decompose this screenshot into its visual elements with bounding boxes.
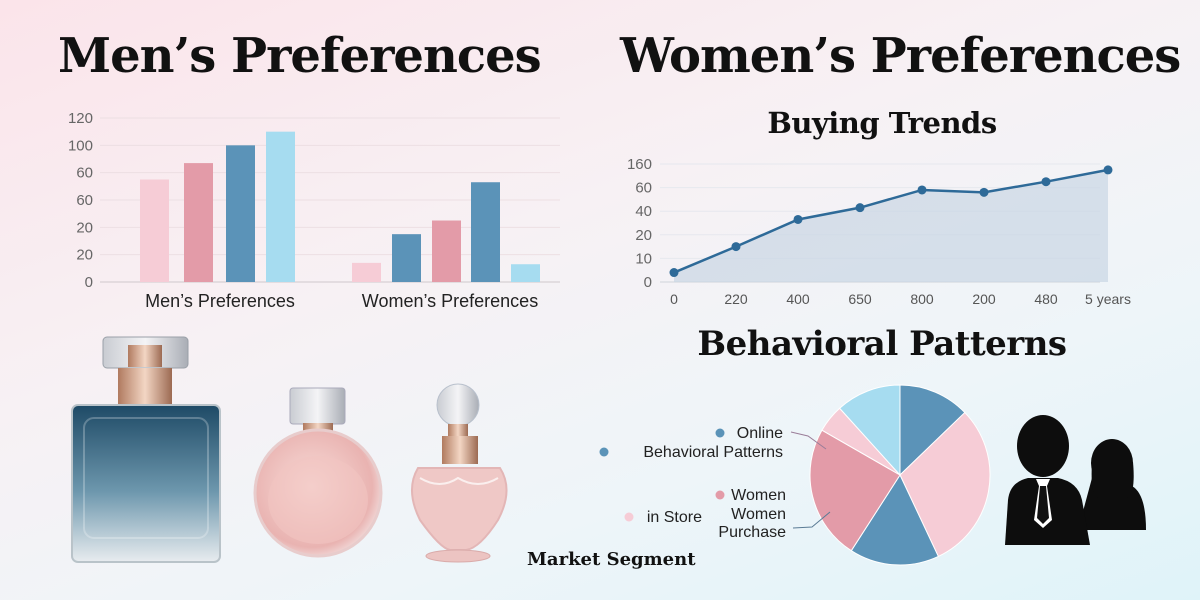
y-tick-label: 10: [635, 250, 652, 267]
legend-marker: [715, 428, 725, 438]
behavioral-patterns-title: Behavioral Patterns: [697, 324, 1067, 364]
bar: [226, 145, 255, 282]
data-point: [1041, 177, 1051, 187]
legend-marker: [599, 447, 609, 457]
bar: [392, 234, 421, 282]
y-tick-label: 60: [76, 165, 93, 182]
women-preferences-title: Women’s Preferences: [620, 28, 1181, 84]
x-tick-label: 650: [848, 291, 872, 307]
y-tick-label: 160: [627, 156, 652, 173]
x-tick-label: 200: [972, 291, 996, 307]
y-tick-label: 100: [68, 137, 93, 154]
bar: [266, 131, 295, 282]
pie-slice: [838, 384, 901, 477]
men-preferences-title: Men’s Preferences: [58, 28, 542, 84]
pink-crystal-perfume-bottle: [411, 383, 508, 563]
legend-label: in Store: [647, 509, 702, 526]
buying-trends-title: Buying Trends: [767, 106, 997, 140]
x-tick-label: 0: [670, 291, 678, 307]
bar: [140, 179, 169, 282]
x-tick-label: 5 years: [1085, 291, 1131, 307]
legend-label: Women: [731, 487, 786, 504]
legend-label: Online: [737, 425, 783, 442]
leader-line: [790, 431, 827, 450]
bar: [471, 182, 500, 282]
data-point: [1103, 165, 1113, 175]
bar: [184, 163, 213, 282]
y-tick-label: 60: [76, 192, 93, 209]
y-tick-label: 40: [635, 203, 652, 220]
bar: [432, 220, 461, 282]
data-point: [855, 203, 865, 213]
data-point: [669, 268, 679, 278]
y-tick-label: 0: [644, 274, 652, 291]
legend-label: Women: [731, 506, 786, 523]
legend-marker: [624, 512, 634, 522]
bar: [352, 262, 381, 282]
legend-label: Purchase: [718, 524, 786, 541]
market-segment-label: Market Segment: [527, 549, 696, 570]
data-point: [731, 242, 741, 252]
data-point: [979, 187, 989, 197]
data-point: [917, 185, 927, 195]
y-tick-label: 0: [85, 274, 93, 291]
category-label: Women’s Preferences: [362, 291, 538, 311]
y-tick-label: 20: [76, 219, 93, 236]
data-point: [793, 214, 803, 224]
x-tick-label: 220: [724, 291, 748, 307]
y-tick-label: 60: [635, 180, 652, 197]
legend-marker: [715, 490, 725, 500]
y-tick-label: 20: [76, 247, 93, 264]
pie-slice: [899, 411, 991, 558]
x-tick-label: 400: [786, 291, 810, 307]
blue-square-perfume-bottle: [71, 336, 221, 563]
category-label: Men’s Preferences: [145, 291, 295, 311]
x-tick-label: 800: [910, 291, 934, 307]
legend-label: Behavioral Patterns: [643, 444, 783, 461]
y-tick-label: 20: [635, 227, 652, 244]
pie-slice: [899, 384, 966, 477]
trend-line: [673, 168, 1109, 274]
pink-round-perfume-bottle: [253, 387, 383, 558]
area-fill: [674, 169, 1108, 282]
man-and-woman-silhouette-icon: [1005, 415, 1146, 545]
y-tick-label: 120: [68, 110, 93, 127]
pie-slice: [850, 473, 939, 566]
x-tick-label: 480: [1034, 291, 1058, 307]
bar: [511, 264, 540, 282]
leader-line: [792, 511, 831, 529]
